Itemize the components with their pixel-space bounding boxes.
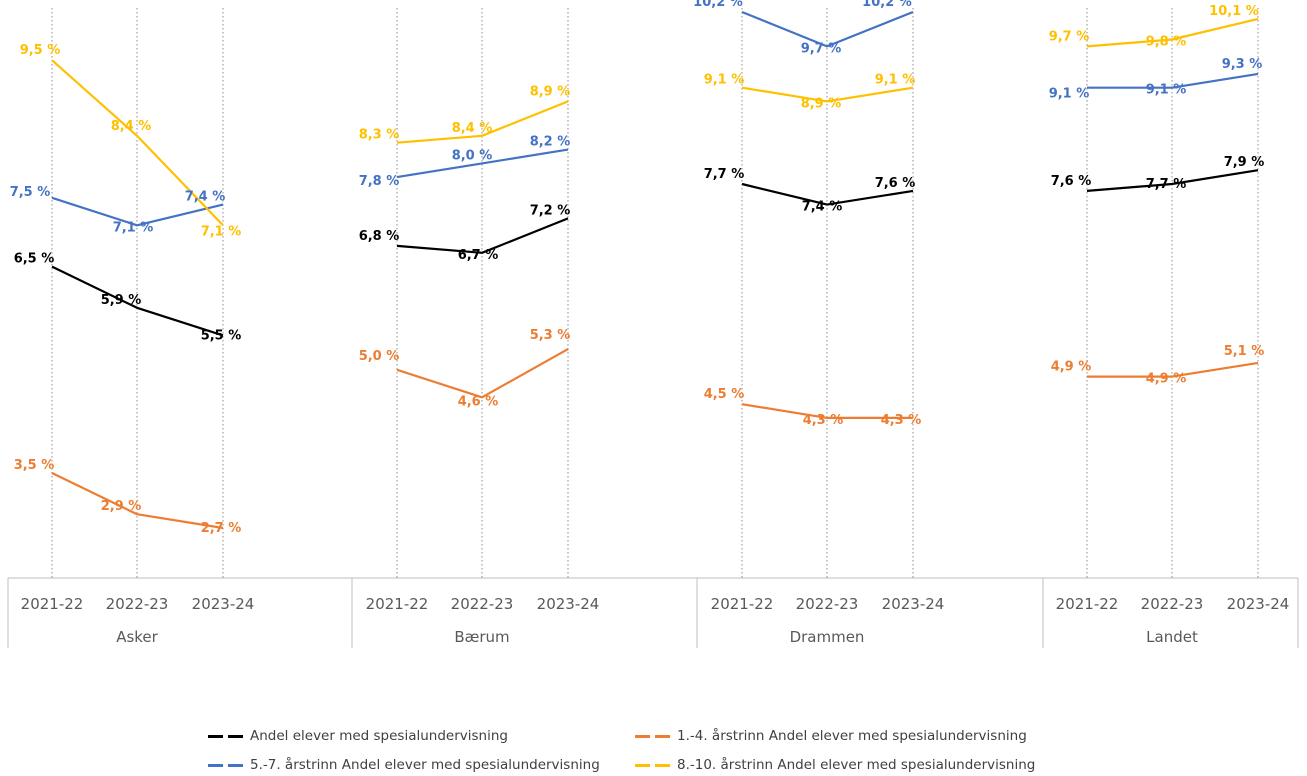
- series-line: [51, 196, 224, 227]
- data-label: 4,9 %: [1051, 360, 1092, 375]
- data-label: 7,1 %: [201, 224, 242, 239]
- data-label: 9,8 %: [1146, 35, 1187, 50]
- category-tick-label: 2023-24: [192, 595, 255, 613]
- category-tick-label: 2023-24: [537, 595, 600, 613]
- data-label: 9,1 %: [1049, 87, 1090, 102]
- data-label: 4,5 %: [704, 387, 745, 402]
- series-line: [741, 86, 914, 103]
- data-label: 9,1 %: [704, 73, 745, 88]
- legend-label: 8.-10. årstrinn Andel elever med spesial…: [677, 757, 1036, 773]
- series-line: [741, 10, 914, 48]
- data-label: 8,4 %: [452, 121, 493, 136]
- data-label: 9,7 %: [801, 41, 842, 56]
- data-label: 7,4 %: [802, 200, 843, 215]
- legend-item-total: Andel elever med spesialundervisning: [206, 728, 508, 744]
- data-label: 6,8 %: [359, 229, 400, 244]
- data-label: 5,1 %: [1224, 344, 1265, 359]
- legend-item-1-4: 1.-4. årstrinn Andel elever med spesialu…: [633, 728, 1027, 744]
- series-line: [396, 148, 569, 179]
- legend-swatch-yellow: [633, 759, 673, 771]
- category-tick-label: 2022-23: [106, 595, 169, 613]
- data-label: 8,0 %: [452, 148, 493, 163]
- legend-swatch-orange: [633, 730, 673, 742]
- series-line: [1087, 72, 1259, 89]
- group-label: Bærum: [454, 628, 509, 646]
- category-axis: 2021-22 2022-23 2023-24 Asker 2021-22 2022-23…: [7, 577, 1299, 648]
- data-labels: 6,5 % 5,9 % 5,5 % 6,8 % 6,7 % 7,2 % 7,7 % 7,4 %…: [10, 0, 1265, 536]
- legend-swatch-blue: [206, 759, 246, 771]
- category-tick-label: 2021-22: [1056, 595, 1119, 613]
- data-label: 8,9 %: [530, 84, 571, 99]
- category-tick-label: 2021-22: [711, 595, 774, 613]
- series-line: [51, 472, 224, 530]
- series-line: [396, 348, 569, 399]
- series-line: [396, 100, 569, 144]
- series-line: [1086, 169, 1259, 192]
- data-label: 7,4 %: [185, 190, 226, 205]
- series-line: [396, 217, 569, 254]
- category-tick-label: 2021-22: [366, 595, 429, 613]
- data-label: 9,5 %: [20, 43, 61, 58]
- data-label: 3,5 %: [14, 458, 55, 473]
- data-label: 6,5 %: [14, 252, 55, 267]
- data-label: 2,9 %: [101, 499, 142, 514]
- series-line: [1087, 361, 1259, 378]
- dropline-grid: [51, 8, 1259, 578]
- data-label: 5,5 %: [201, 328, 242, 343]
- data-label: 4,6 %: [458, 394, 499, 409]
- series-line: [51, 59, 224, 227]
- category-tick-label: 2021-22: [21, 595, 84, 613]
- data-label: 8,3 %: [359, 128, 400, 143]
- data-label: 7,1 %: [113, 220, 154, 235]
- data-label: 9,1 %: [875, 73, 916, 88]
- category-tick-label: 2022-23: [796, 595, 859, 613]
- category-tick-label: 2023-24: [882, 595, 945, 613]
- data-label: 10,2 %: [862, 0, 912, 10]
- series-line: [51, 265, 224, 337]
- data-label: 5,0 %: [359, 349, 400, 364]
- legend-label: 5.-7. årstrinn Andel elever med spesialu…: [250, 757, 600, 773]
- data-label: 4,3 %: [881, 413, 922, 428]
- data-label: 10,1 %: [1209, 4, 1259, 19]
- line-chart: 2021-22 2022-23 2023-24 Asker 2021-22 2022-23…: [7, 0, 1299, 648]
- series-lines: [51, 10, 1259, 530]
- data-label: 7,6 %: [875, 176, 916, 191]
- group-label: Landet: [1146, 628, 1198, 646]
- data-label: 7,2 %: [530, 203, 571, 218]
- data-label: 9,3 %: [1222, 57, 1263, 72]
- series-line: [1086, 17, 1259, 48]
- data-label: 7,7 %: [1146, 177, 1187, 192]
- legend-swatch-black: [206, 730, 246, 742]
- legend-item-5-7: 5.-7. årstrinn Andel elever med spesialu…: [206, 757, 600, 773]
- data-label: 5,9 %: [101, 293, 142, 308]
- data-label: 6,7 %: [458, 248, 499, 263]
- data-label: 4,9 %: [1146, 372, 1187, 387]
- legend-label: Andel elever med spesialundervisning: [250, 728, 508, 744]
- data-label: 5,3 %: [530, 328, 571, 343]
- legend-item-8-10: 8.-10. årstrinn Andel elever med spesial…: [633, 757, 1035, 773]
- legend-label: 1.-4. årstrinn Andel elever med spesialu…: [677, 728, 1027, 744]
- category-tick-label: 2023-24: [1227, 595, 1290, 613]
- data-label: 9,7 %: [1049, 29, 1090, 44]
- data-label: 7,6 %: [1051, 174, 1092, 189]
- series-line: [741, 403, 913, 419]
- data-label: 10,2 %: [693, 0, 743, 10]
- group-label: Asker: [116, 628, 158, 646]
- data-label: 2,7 %: [201, 521, 242, 536]
- data-label: 7,9 %: [1224, 155, 1265, 170]
- series-line: [741, 182, 914, 206]
- data-label: 7,7 %: [704, 167, 745, 182]
- data-label: 8,9 %: [801, 96, 842, 111]
- category-tick-label: 2022-23: [451, 595, 514, 613]
- data-label: 8,2 %: [530, 135, 571, 150]
- data-label: 9,1 %: [1146, 83, 1187, 98]
- group-label: Drammen: [790, 628, 865, 646]
- data-label: 8,4 %: [111, 119, 152, 134]
- data-label: 4,3 %: [803, 413, 844, 428]
- data-label: 7,5 %: [10, 185, 51, 200]
- category-tick-label: 2022-23: [1141, 595, 1204, 613]
- data-label: 7,8 %: [359, 174, 400, 189]
